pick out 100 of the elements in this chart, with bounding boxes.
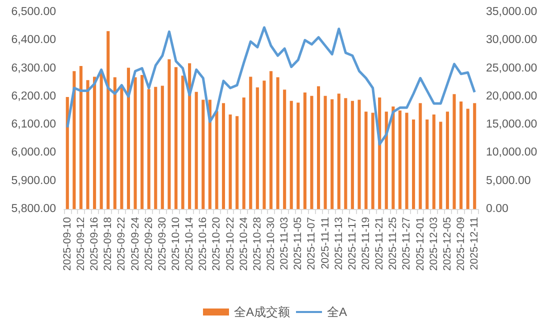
bar xyxy=(79,66,82,209)
bar xyxy=(160,86,164,209)
bar xyxy=(168,59,171,209)
x-tick-label: 2025-11-05 xyxy=(292,216,304,270)
bar xyxy=(432,114,436,209)
bar xyxy=(222,103,226,209)
y2-tick-label: 0.00 xyxy=(486,203,508,215)
bar xyxy=(350,100,354,209)
bar xyxy=(418,103,422,209)
bar xyxy=(72,71,76,209)
y-tick-label: 6,300.00 xyxy=(11,62,56,74)
line-series xyxy=(66,26,476,146)
y-tick-label: 6,500.00 xyxy=(11,6,56,18)
y-tick-label: 5,800.00 xyxy=(11,203,56,215)
bar xyxy=(66,96,69,209)
x-tick-label: 2025-10-30 xyxy=(265,216,277,271)
bar xyxy=(330,99,334,209)
bar xyxy=(126,68,130,209)
x-tick-label: 2025-09-22 xyxy=(116,216,128,271)
x-tick-label: 2025-11-07 xyxy=(306,216,318,270)
bar xyxy=(147,89,150,209)
bar xyxy=(371,112,374,209)
bar xyxy=(181,76,184,209)
bar xyxy=(242,98,246,209)
x-tick-label: 2025-10-16 xyxy=(197,216,210,271)
bar xyxy=(228,114,232,209)
legend-label: 全A xyxy=(327,305,348,319)
bar xyxy=(392,106,395,209)
bar xyxy=(249,76,252,209)
bar xyxy=(398,110,402,209)
x-tick-label: 2025-11-03 xyxy=(278,216,291,270)
x-tick-label: 2025-12-01 xyxy=(414,216,426,271)
x-tick-label: 2025-12-09 xyxy=(455,216,468,271)
x-tick-label: 2025-12-05 xyxy=(441,216,454,271)
y2-tick-label: 25,000.00 xyxy=(486,62,538,74)
bar xyxy=(134,77,137,209)
bar xyxy=(358,100,361,209)
x-tick-label: 2025-12-11 xyxy=(468,216,481,270)
bar xyxy=(262,80,266,209)
bar xyxy=(412,120,416,209)
bar xyxy=(106,31,110,209)
bar xyxy=(93,76,96,209)
bar xyxy=(452,94,456,209)
bar xyxy=(140,75,144,209)
bar xyxy=(194,92,198,209)
bar xyxy=(364,112,368,209)
x-tick-label: 2025-11-13 xyxy=(332,216,345,270)
y-tick-label: 6,400.00 xyxy=(11,34,56,46)
x-tick-label: 2025-11-17 xyxy=(346,216,358,270)
bar xyxy=(174,67,178,209)
y2-tick-label: 5,000.00 xyxy=(486,174,531,187)
bar xyxy=(344,98,348,209)
bar xyxy=(236,116,239,209)
x-tick-label: 2025-10-20 xyxy=(210,216,223,271)
y2-tick-label: 30,000.00 xyxy=(486,34,538,46)
bar xyxy=(384,112,388,209)
bar xyxy=(337,94,340,209)
bar xyxy=(290,100,293,209)
bar xyxy=(86,80,90,209)
bar xyxy=(154,86,158,209)
y2-tick-label: 20,000.00 xyxy=(486,90,538,102)
x-tick-label: 2025-11-25 xyxy=(387,216,400,270)
x-tick-label: 2025-10-24 xyxy=(238,216,250,271)
x-tick-label: 2025-09-10 xyxy=(61,216,74,271)
bar xyxy=(256,87,259,209)
bar xyxy=(303,92,306,209)
bar xyxy=(460,101,463,209)
bar xyxy=(446,112,449,209)
bar xyxy=(296,102,300,209)
x-tick-label: 2025-09-12 xyxy=(74,216,87,271)
bar xyxy=(100,72,103,209)
bar xyxy=(324,96,327,209)
legend-label: 全A成交额 xyxy=(234,305,290,319)
x-tick-label: 2025-11-19 xyxy=(360,216,372,270)
x-tick-label: 2025-11-11 xyxy=(319,216,332,270)
bar xyxy=(188,63,192,209)
y2-tick-label: 15,000.00 xyxy=(486,118,538,131)
x-tick-label: 2025-09-30 xyxy=(156,216,168,271)
bar xyxy=(466,108,470,209)
bar xyxy=(405,112,408,209)
bar xyxy=(276,77,280,209)
y-tick-label: 6,200.00 xyxy=(11,90,56,102)
bar xyxy=(439,122,442,209)
y-tick-label: 6,100.00 xyxy=(11,118,56,131)
x-tick-label: 2025-09-16 xyxy=(88,216,101,271)
bar xyxy=(202,100,205,209)
bar xyxy=(208,100,212,209)
x-tick-label: 2025-12-03 xyxy=(428,216,440,271)
x-tick-label: 2025-11-21 xyxy=(374,216,386,270)
bar xyxy=(426,120,429,209)
bar xyxy=(283,90,286,209)
bar xyxy=(113,77,116,209)
bar xyxy=(215,111,218,209)
x-tick-label: 2025-10-10 xyxy=(170,216,182,271)
x-tick-label: 2025-10-28 xyxy=(251,216,264,271)
bar xyxy=(310,96,314,209)
y-tick-label: 6,000.00 xyxy=(11,146,56,159)
y-tick-label: 5,900.00 xyxy=(11,174,56,187)
x-tick-label: 2025-09-24 xyxy=(129,216,142,271)
bar xyxy=(120,86,124,209)
